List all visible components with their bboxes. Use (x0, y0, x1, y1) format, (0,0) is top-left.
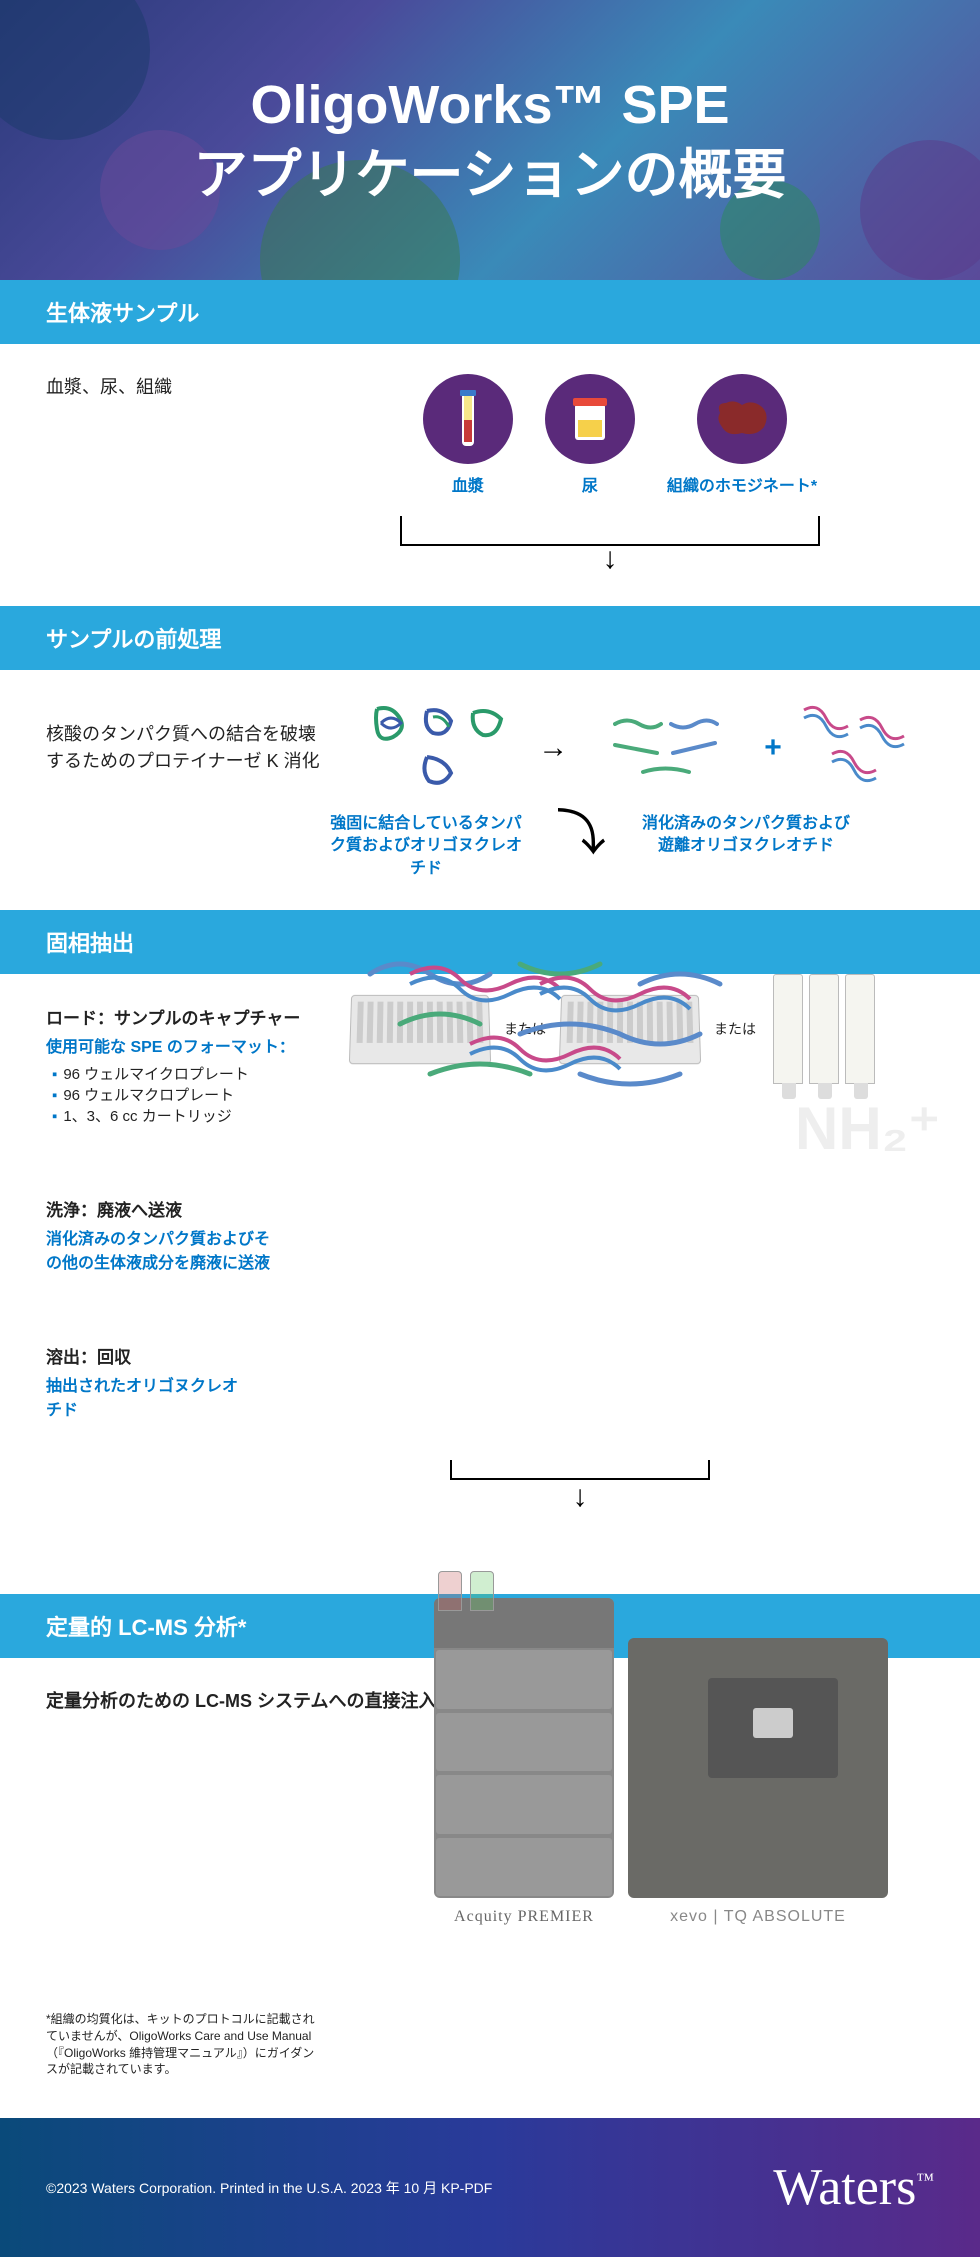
free-oligo-icon (800, 700, 920, 795)
elute-sub: 抽出されたオリゴヌクレオチド (46, 1372, 246, 1420)
section-pretreat: 核酸のタンパク質への結合を破壊するためのプロテイナーゼ K 消化 → + (0, 670, 980, 910)
caption-bound: 強固に結合しているタンパク質およびオリゴヌクレオチド (326, 813, 526, 880)
biofluid-desc: 血漿、尿、組織 (46, 374, 306, 401)
logo-tm: ™ (916, 2170, 934, 2190)
logo-text: Waters (773, 2159, 916, 2216)
spe-elute-block: 溶出：回収 抽出されたオリゴヌクレオチド (46, 1343, 934, 1420)
cartridges-icon (770, 974, 878, 1084)
ms-instrument-icon (628, 1638, 888, 1898)
wash-title: 洗浄：廃液へ送液 (46, 1196, 934, 1221)
tissue-label: 組織のホモジネート* (667, 472, 817, 496)
plasma-icon (423, 374, 513, 464)
page-footer: ©2023 Waters Corporation. Printed in the… (0, 2118, 980, 2257)
wash-sub: 消化済みのタンパク質およびその他の生体液成分を廃液に送液 (46, 1225, 276, 1273)
section-bar-biofluid: 生体液サンプル (0, 280, 980, 344)
digestion-diagram: → + (346, 700, 934, 795)
urine-label: 尿 (545, 472, 635, 496)
section-spe: NH₂⁺ ロード：サンプルのキャプチャー 使用可能な SPE のフォーマット： … (0, 974, 980, 1594)
arrow-to-lcms: ↓ (226, 1460, 934, 1514)
arrow-down-icon: ↓ (166, 542, 980, 576)
lcms-desc: 定量分析のための LC-MS システムへの直接注入 (46, 1688, 466, 1715)
curved-arrow-icon: ⤵ (526, 813, 636, 880)
urine-icon (545, 374, 635, 464)
digested-fragments-icon (586, 715, 746, 781)
section-biofluid: 血漿、尿、組織 血漿 尿 (0, 344, 980, 606)
plasma-label: 血漿 (423, 472, 513, 496)
acquity-label: Acquity PREMIER (420, 1908, 628, 1926)
sample-plasma: 血漿 (423, 374, 513, 496)
pretreat-desc: 核酸のタンパク質への結合を破壊するためのプロテイナーゼ K 消化 (46, 721, 326, 775)
copyright-text: ©2023 Waters Corporation. Printed in the… (46, 2178, 492, 2198)
bound-protein-icon (360, 703, 520, 793)
elute-title: 溶出：回収 (46, 1343, 934, 1368)
hero-title: OligoWorks™ SPE アプリケーションの概要 (194, 70, 787, 210)
tissue-icon (697, 374, 787, 464)
section-lcms: 定量分析のための LC-MS システムへの直接注入 Acquity PREMIE… (0, 1658, 980, 2118)
sample-urine: 尿 (545, 374, 635, 496)
hero-banner: OligoWorks™ SPE アプリケーションの概要 (0, 0, 980, 280)
footnote-text: *組織の均質化は、キットのプロトコルに記載されていませんが、OligoWorks… (46, 2011, 326, 2078)
lc-instrument-icon (434, 1598, 614, 1898)
xevo-label: xevo | TQ ABSOLUTE (628, 1908, 888, 1926)
title-line-2: アプリケーションの概要 (194, 145, 787, 205)
watermark-formula: NH₂⁺ (795, 1094, 940, 1164)
title-line-1: OligoWorks™ SPE (250, 75, 729, 135)
sample-tissue: 組織のホモジネート* (667, 374, 817, 496)
section-bar-pretreat: サンプルの前処理 (0, 606, 980, 670)
infographic-page: OligoWorks™ SPE アプリケーションの概要 生体液サンプル 血漿、尿… (0, 0, 980, 2257)
xevo-instrument: xevo | TQ ABSOLUTE (628, 1638, 888, 1926)
sample-icons-row: 血漿 尿 組織のホモジネート* (306, 374, 934, 496)
acquity-instrument: Acquity PREMIER (420, 1598, 628, 1926)
arrow-right-icon: → (538, 731, 568, 765)
caption-digested: 消化済みのタンパク質および遊離オリゴヌクレオチド (636, 813, 856, 880)
plus-icon: + (764, 731, 782, 765)
elute-oligo-icon (400, 954, 700, 1099)
instruments-row: Acquity PREMIER xevo | TQ ABSOLUTE (420, 1598, 888, 1926)
spe-wash-block: 洗浄：廃液へ送液 消化済みのタンパク質およびその他の生体液成分を廃液に送液 (46, 1196, 934, 1273)
waters-logo: Waters™ (773, 2158, 934, 2217)
